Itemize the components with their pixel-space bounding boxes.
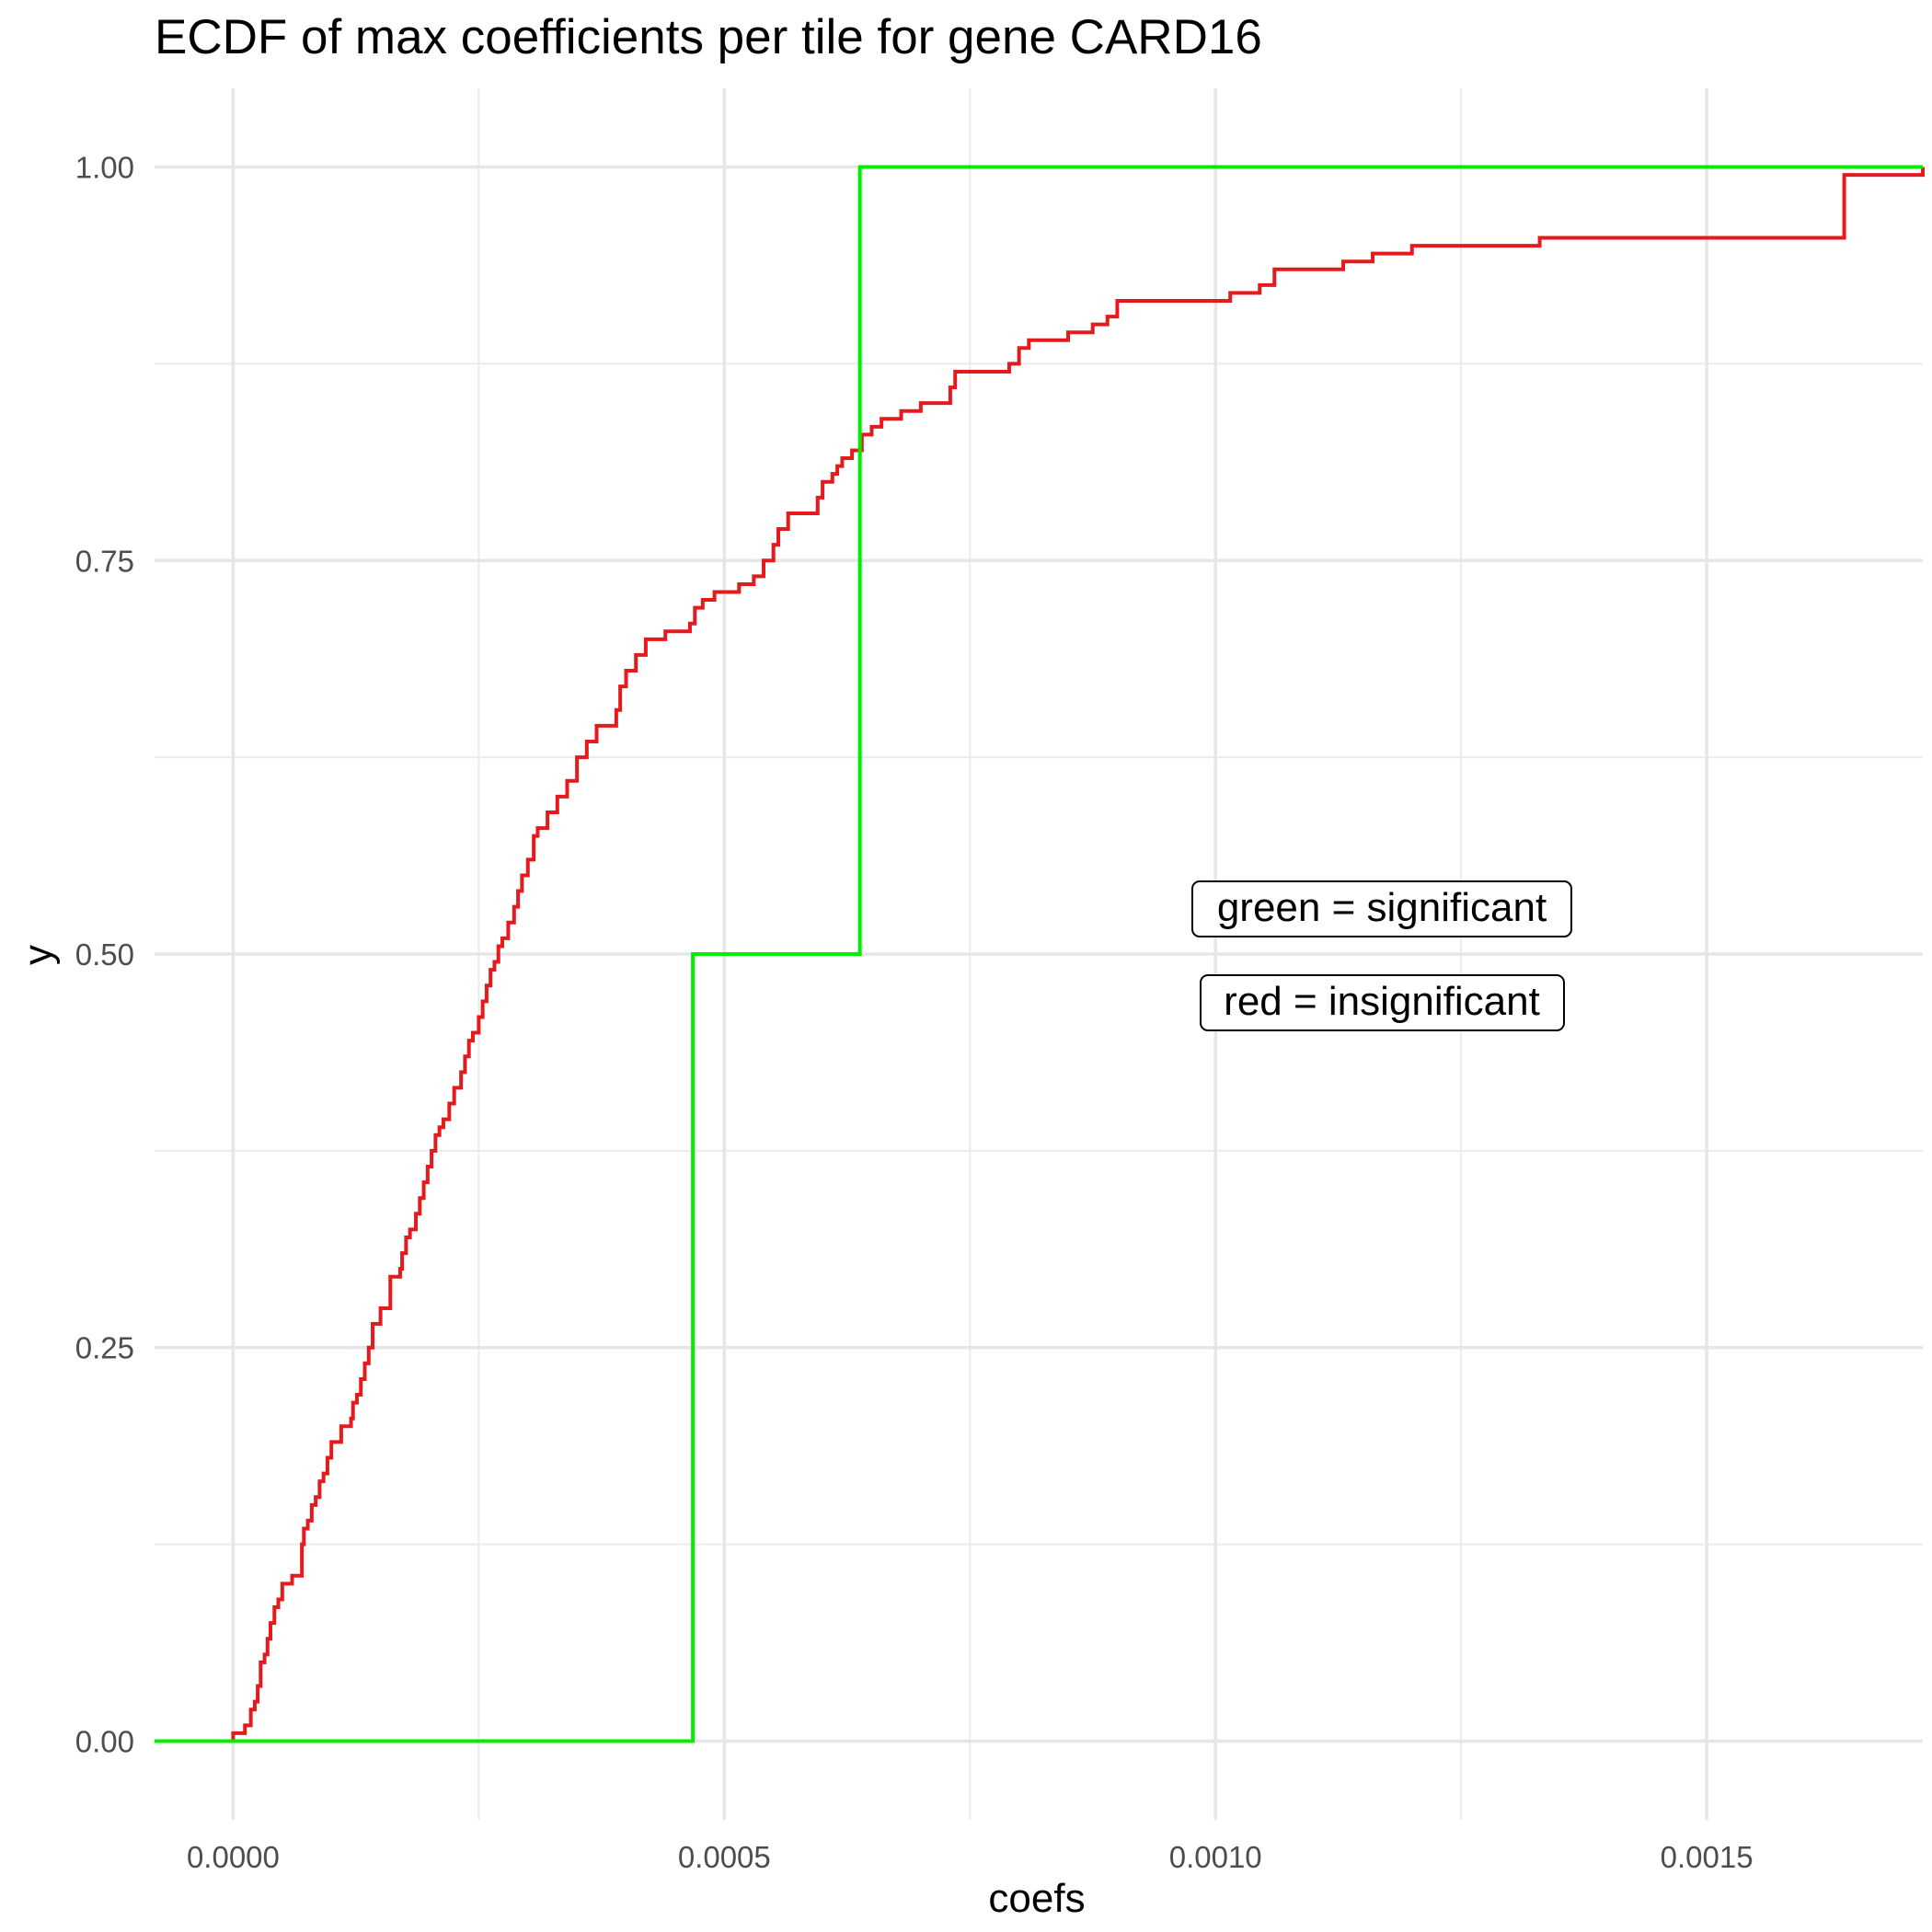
ecdf-series-line-0 (155, 167, 1925, 1743)
x-axis-label: coefs (988, 1876, 1085, 1921)
y-axis-ticks: 0.00 0.25 0.50 0.75 1.00 (75, 151, 134, 1759)
x-tick-label: 0.0015 (1661, 1840, 1754, 1874)
y-tick-label: 0.25 (75, 1331, 134, 1365)
annotation-insignificant-text: red = insignificant (1224, 979, 1540, 1024)
x-tick-label: 0.0005 (678, 1840, 771, 1874)
annotation-significant: green = significant (1191, 880, 1572, 937)
x-tick-label: 0.0010 (1169, 1840, 1262, 1874)
y-tick-label: 0.00 (75, 1724, 134, 1758)
x-axis-ticks: 0.0000 0.0005 0.0010 0.0015 (187, 1840, 1754, 1874)
series-layer (155, 165, 1925, 1743)
ecdf-series-line-1 (155, 165, 1923, 1743)
y-tick-label: 0.50 (75, 937, 134, 972)
annotation-significant-box (1191, 880, 1572, 937)
y-tick-label: 0.75 (75, 544, 134, 578)
chart-title: ECDF of max coefficients per tile for ge… (155, 10, 1262, 64)
annotation-significant-text: green = significant (1217, 885, 1547, 930)
annotation-insignificant: red = insignificant (1200, 974, 1565, 1031)
annotation-insignificant-box (1200, 974, 1565, 1031)
y-tick-label: 1.00 (75, 151, 134, 185)
x-tick-label: 0.0000 (187, 1840, 280, 1874)
y-axis-label: y (16, 945, 61, 965)
